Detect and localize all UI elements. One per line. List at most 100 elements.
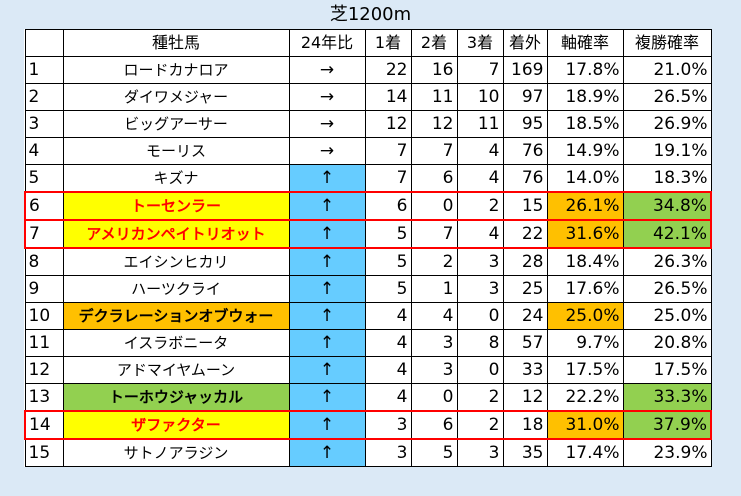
third-place-cell: 7: [456, 56, 504, 84]
place-rate-cell: 19.1%: [622, 137, 712, 165]
out-of-place-cell: 95: [502, 110, 548, 138]
axis-rate-cell: 18.9%: [546, 83, 624, 111]
table-row: 1 ロードカナロア → 22 16 7 169 17.8% 21.0%: [24, 56, 712, 84]
header-place-rate: 複勝確率: [622, 29, 712, 57]
table-row: 7 アメリカンペイトリオット ↑ 5 7 4 22 31.6% 42.1%: [24, 219, 712, 249]
sire-name-cell: イスラボニータ: [62, 329, 290, 357]
header-third: 3着: [456, 29, 504, 57]
axis-rate-cell: 31.6%: [546, 219, 624, 249]
axis-rate-cell: 26.1%: [546, 191, 624, 221]
place-rate-cell: 23.9%: [622, 438, 712, 467]
third-place-cell: 0: [456, 356, 504, 384]
first-place-cell: 7: [364, 164, 412, 193]
sire-name-cell: トーセンラー: [62, 191, 290, 221]
table-row: 8 エイシンヒカリ ↑ 5 2 3 28 18.4% 26.3%: [24, 247, 712, 276]
sire-name-cell: サトノアラジン: [62, 438, 290, 467]
rank-cell: 10: [24, 302, 64, 330]
third-place-cell: 3: [456, 438, 504, 467]
place-rate-cell: 26.5%: [622, 275, 712, 303]
second-place-cell: 12: [410, 110, 458, 138]
header-first: 1着: [364, 29, 412, 57]
third-place-cell: 11: [456, 110, 504, 138]
out-of-place-cell: 18: [502, 410, 548, 440]
trend-cell: ↑: [288, 219, 366, 249]
rank-cell: 13: [24, 383, 64, 412]
rank-cell: 2: [24, 83, 64, 111]
third-place-cell: 2: [456, 410, 504, 440]
axis-rate-cell: 25.0%: [546, 302, 624, 330]
first-place-cell: 5: [364, 247, 412, 276]
out-of-place-cell: 169: [502, 56, 548, 84]
sire-name-cell: デクラレーションオブウォー: [62, 302, 290, 330]
place-rate-cell: 17.5%: [622, 356, 712, 384]
trend-cell: ↑: [288, 410, 366, 440]
sire-name-cell: エイシンヒカリ: [62, 247, 290, 276]
sire-name-cell: アドマイヤムーン: [62, 356, 290, 384]
place-rate-cell: 26.3%: [622, 247, 712, 276]
place-rate-cell: 26.5%: [622, 83, 712, 111]
first-place-cell: 3: [364, 410, 412, 440]
third-place-cell: 4: [456, 164, 504, 193]
place-rate-cell: 33.3%: [622, 383, 712, 412]
rank-cell: 7: [24, 219, 64, 249]
sire-name-cell: アメリカンペイトリオット: [62, 219, 290, 249]
first-place-cell: 4: [364, 329, 412, 357]
trend-cell: ↑: [288, 438, 366, 467]
first-place-cell: 3: [364, 438, 412, 467]
third-place-cell: 0: [456, 302, 504, 330]
first-place-cell: 12: [364, 110, 412, 138]
second-place-cell: 6: [410, 164, 458, 193]
table-row: 4 モーリス → 7 7 4 76 14.9% 19.1%: [24, 137, 712, 165]
table-row: 5 キズナ ↑ 7 6 4 76 14.0% 18.3%: [24, 164, 712, 193]
out-of-place-cell: 76: [502, 164, 548, 193]
table-row: 10 デクラレーションオブウォー ↑ 4 4 0 24 25.0% 25.0%: [24, 302, 712, 330]
third-place-cell: 4: [456, 219, 504, 249]
out-of-place-cell: 33: [502, 356, 548, 384]
rank-cell: 15: [24, 438, 64, 467]
trend-cell: →: [288, 83, 366, 111]
axis-rate-cell: 17.8%: [546, 56, 624, 84]
first-place-cell: 4: [364, 356, 412, 384]
sire-name-cell: モーリス: [62, 137, 290, 165]
sire-stats-table: 種牡馬 24年比 1着 2着 3着 着外 軸確率 複勝確率 1 ロードカナロア → 2…: [24, 29, 712, 467]
first-place-cell: 4: [364, 302, 412, 330]
place-rate-cell: 25.0%: [622, 302, 712, 330]
second-place-cell: 3: [410, 356, 458, 384]
trend-cell: ↑: [288, 275, 366, 303]
sire-name-cell: ザファクター: [62, 410, 290, 440]
header-rank: [24, 29, 64, 57]
axis-rate-cell: 9.7%: [546, 329, 624, 357]
second-place-cell: 2: [410, 247, 458, 276]
table-row: 14 ザファクター ↑ 3 6 2 18 31.0% 37.9%: [24, 410, 712, 440]
table-body: 種牡馬 24年比 1着 2着 3着 着外 軸確率 複勝確率 1 ロードカナロア → 2…: [24, 29, 712, 467]
second-place-cell: 0: [410, 191, 458, 221]
second-place-cell: 1: [410, 275, 458, 303]
header-trend: 24年比: [288, 29, 366, 57]
sire-name-cell: ハーツクライ: [62, 275, 290, 303]
header-row: 種牡馬 24年比 1着 2着 3着 着外 軸確率 複勝確率: [24, 29, 712, 57]
sire-name-cell: キズナ: [62, 164, 290, 193]
header-second: 2着: [410, 29, 458, 57]
out-of-place-cell: 28: [502, 247, 548, 276]
trend-cell: ↑: [288, 383, 366, 412]
third-place-cell: 10: [456, 83, 504, 111]
trend-cell: ↑: [288, 329, 366, 357]
out-of-place-cell: 12: [502, 383, 548, 412]
rank-cell: 11: [24, 329, 64, 357]
rank-cell: 9: [24, 275, 64, 303]
second-place-cell: 7: [410, 137, 458, 165]
header-axis-rate: 軸確率: [546, 29, 624, 57]
first-place-cell: 5: [364, 219, 412, 249]
header-sire: 種牡馬: [62, 29, 290, 57]
table-row: 11 イスラボニータ ↑ 4 3 8 57 9.7% 20.8%: [24, 329, 712, 357]
out-of-place-cell: 25: [502, 275, 548, 303]
rank-cell: 6: [24, 191, 64, 221]
table-row: 12 アドマイヤムーン ↑ 4 3 0 33 17.5% 17.5%: [24, 356, 712, 384]
place-rate-cell: 34.8%: [622, 191, 712, 221]
first-place-cell: 22: [364, 56, 412, 84]
rank-cell: 14: [24, 410, 64, 440]
trend-cell: ↑: [288, 356, 366, 384]
third-place-cell: 2: [456, 383, 504, 412]
out-of-place-cell: 97: [502, 83, 548, 111]
